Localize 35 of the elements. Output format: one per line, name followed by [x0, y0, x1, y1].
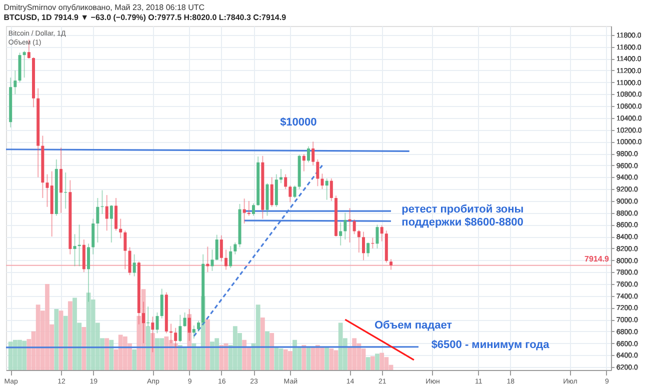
bar	[146, 326, 150, 370]
bar	[375, 354, 380, 370]
bar	[329, 348, 334, 370]
bar	[370, 356, 375, 370]
ref-line-label: 7914.9	[584, 254, 610, 264]
bar	[164, 336, 169, 370]
bar	[68, 301, 72, 370]
annotation: Объем падает	[374, 320, 453, 332]
chart-subtitle: BTCUSD, 1D 7914.9 ▼ −63.0 (−0.79%) O:7977.5 H:8020.0 L:7840.3 C:7914.9	[4, 13, 287, 22]
bar	[256, 304, 260, 370]
bar	[260, 318, 265, 370]
bar	[288, 351, 292, 370]
bar	[324, 346, 330, 370]
bar	[274, 346, 279, 370]
bar	[242, 340, 247, 370]
annotation: $10000	[280, 116, 317, 128]
annotation: $6500 - минимум года	[431, 338, 550, 351]
bar	[109, 340, 114, 370]
bar	[219, 345, 224, 370]
bar	[366, 357, 370, 370]
bar	[150, 333, 155, 370]
bar	[192, 343, 196, 370]
annotation: ретест пробитой зоны поддержки $8600-8800	[402, 204, 524, 229]
bar	[302, 345, 306, 370]
bar	[205, 319, 210, 370]
bar	[82, 327, 86, 370]
bar	[380, 352, 384, 370]
bar	[54, 308, 59, 370]
bar	[173, 343, 178, 370]
bar	[104, 338, 110, 370]
bar	[265, 331, 270, 370]
chart-title: DmitrySmirnov опубликовано, Май 23, 2018 06:18 UTC	[4, 3, 205, 12]
bar	[63, 316, 68, 370]
bar	[132, 349, 137, 370]
bar	[270, 333, 274, 370]
